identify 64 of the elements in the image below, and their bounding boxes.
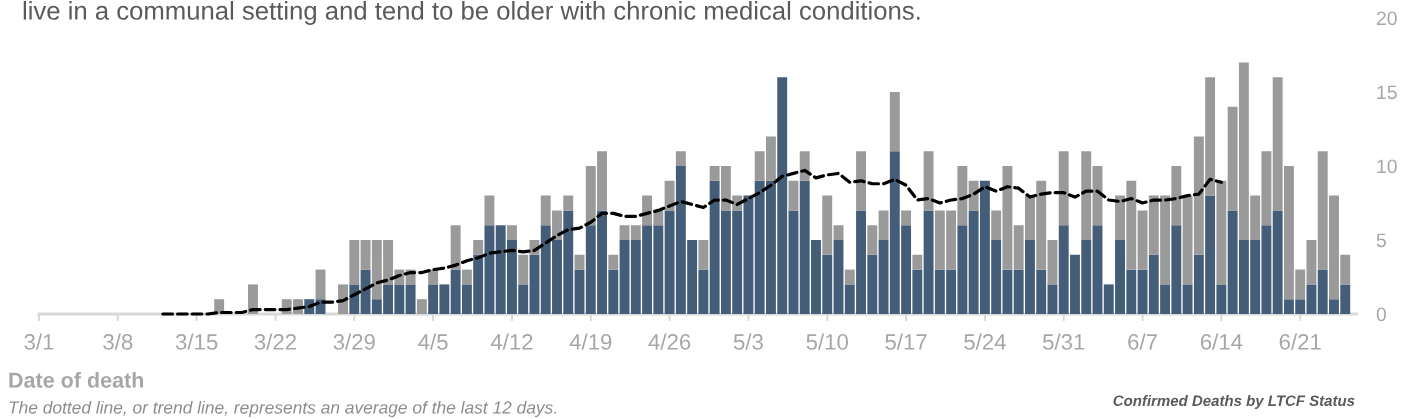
x-tick-label: 6/21 bbox=[1279, 333, 1321, 350]
bar bbox=[833, 240, 844, 314]
bar bbox=[889, 92, 900, 152]
bar bbox=[416, 299, 427, 314]
bar bbox=[506, 225, 517, 240]
bar bbox=[844, 269, 855, 285]
bar bbox=[1092, 225, 1103, 314]
x-tick-label: 3/15 bbox=[175, 333, 218, 350]
bar bbox=[698, 240, 709, 270]
bar bbox=[405, 284, 416, 314]
bar bbox=[450, 225, 461, 270]
bar bbox=[1047, 284, 1058, 314]
x-tick-label: 3/22 bbox=[254, 333, 296, 350]
bar bbox=[878, 210, 889, 240]
y-tick-label: 0 bbox=[1376, 307, 1386, 322]
bar bbox=[484, 195, 495, 226]
bar bbox=[923, 151, 934, 211]
x-tick-label: 3/8 bbox=[103, 333, 133, 350]
x-tick-label: 5/3 bbox=[733, 333, 763, 350]
chart-title: live in a communal setting and tend to be older with chronic medical conditions. bbox=[23, 1, 920, 25]
bar bbox=[529, 254, 540, 314]
x-tick-label: 5/24 bbox=[964, 333, 1006, 350]
x-tick-label: 4/26 bbox=[648, 333, 691, 350]
y-tick-label: 10 bbox=[1377, 159, 1397, 174]
bar bbox=[833, 225, 844, 240]
bar bbox=[349, 240, 360, 285]
bar bbox=[856, 151, 866, 211]
x-tick-label: 3/29 bbox=[333, 333, 375, 350]
x-axis-title: Date of death bbox=[9, 371, 144, 388]
bar bbox=[1058, 151, 1069, 226]
y-tick-label: 20 bbox=[1376, 11, 1397, 26]
y-tick-label: 15 bbox=[1377, 85, 1397, 100]
bar bbox=[822, 195, 833, 255]
x-tick-label: 4/5 bbox=[418, 333, 448, 350]
bar bbox=[574, 269, 585, 314]
bar bbox=[248, 284, 258, 314]
text: Confirmed Deaths by LTCF Status bbox=[1113, 395, 1355, 409]
bar bbox=[675, 151, 686, 166]
bar bbox=[1306, 240, 1317, 285]
bar bbox=[563, 195, 574, 211]
x-tick-label: 3/1 bbox=[24, 333, 54, 350]
text: The dotted line, or trend line, represents an average of the last 12 days. bbox=[9, 400, 556, 418]
bar bbox=[912, 254, 923, 270]
bar bbox=[867, 225, 878, 255]
bar bbox=[788, 210, 799, 314]
x-tick-label: 5/31 bbox=[1042, 333, 1085, 350]
bar bbox=[574, 254, 585, 270]
bar bbox=[968, 180, 979, 211]
bar bbox=[608, 254, 619, 270]
bar bbox=[901, 210, 912, 226]
y-tick-label: 5 bbox=[1376, 233, 1386, 248]
bar bbox=[518, 254, 529, 285]
bar bbox=[1047, 240, 1058, 285]
x-tick-label: 5/17 bbox=[885, 333, 927, 350]
bar bbox=[1081, 151, 1092, 240]
bar bbox=[461, 269, 472, 285]
x-tick-label: 4/19 bbox=[569, 333, 612, 350]
bar bbox=[1306, 284, 1317, 314]
x-tick-label: 6/7 bbox=[1128, 333, 1157, 350]
line-series bbox=[161, 168, 1223, 316]
x-tick-label: 5/10 bbox=[806, 333, 849, 350]
x-tick-label: 6/14 bbox=[1200, 333, 1243, 350]
bar bbox=[473, 240, 484, 255]
x-tick-label: 4/12 bbox=[490, 333, 533, 350]
